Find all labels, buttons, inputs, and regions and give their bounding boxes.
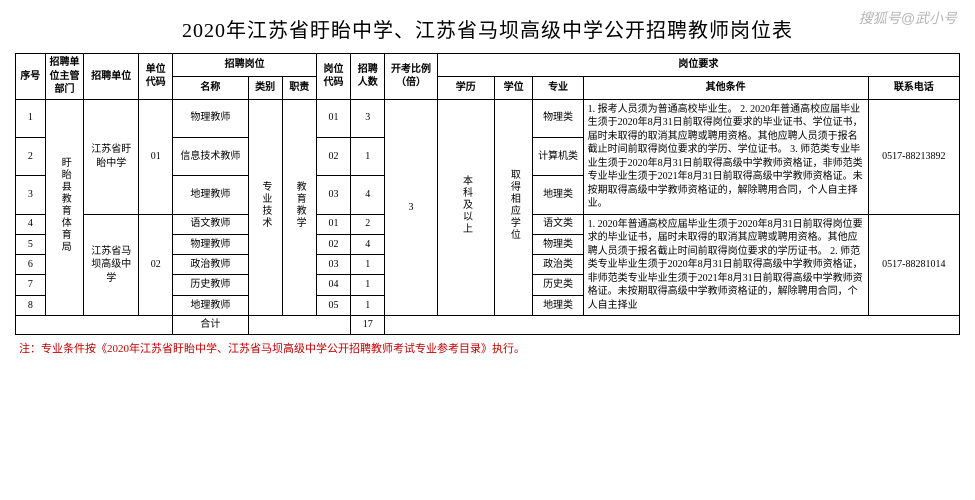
cell-empty bbox=[16, 316, 173, 335]
cell-other: 1. 报考人员须为普通高校毕业生。 2. 2020年普通高校应届毕业生须于202… bbox=[583, 99, 868, 214]
cell-num: 3 bbox=[351, 99, 385, 137]
th-num: 招聘人数 bbox=[351, 54, 385, 100]
cell-major: 地理类 bbox=[533, 176, 583, 214]
cell-seq: 5 bbox=[16, 234, 46, 254]
cell-major: 地理类 bbox=[533, 295, 583, 315]
th-phone: 联系电话 bbox=[868, 76, 959, 99]
cell-num: 2 bbox=[351, 214, 385, 234]
cell-major: 政治类 bbox=[533, 255, 583, 275]
cell-total-label: 合计 bbox=[173, 316, 248, 335]
th-req-group: 岗位要求 bbox=[437, 54, 959, 77]
cell-major: 物理类 bbox=[533, 99, 583, 137]
th-edu: 学历 bbox=[437, 76, 494, 99]
cell-post-name: 物理教师 bbox=[173, 234, 248, 254]
cell-post-name: 物理教师 bbox=[173, 99, 248, 137]
cell-degree: 取得相应学位 bbox=[494, 99, 533, 316]
th-post-group: 招聘岗位 bbox=[173, 54, 317, 77]
cell-post-name: 政治教师 bbox=[173, 255, 248, 275]
cell-seq: 7 bbox=[16, 275, 46, 295]
cell-seq: 4 bbox=[16, 214, 46, 234]
table-row: 1 盱眙县教育体育局 江苏省盱眙中学 01 物理教师 专业技术 教育教学 01 … bbox=[16, 99, 960, 137]
cell-major: 历史类 bbox=[533, 275, 583, 295]
cell-phone: 0517-88213892 bbox=[868, 99, 959, 214]
cell-code: 05 bbox=[316, 295, 350, 315]
cell-post-name: 地理教师 bbox=[173, 295, 248, 315]
cell-num: 1 bbox=[351, 275, 385, 295]
cell-num: 4 bbox=[351, 176, 385, 214]
cell-dept: 盱眙县教育体育局 bbox=[45, 99, 84, 316]
cell-num: 1 bbox=[351, 255, 385, 275]
cell-code: 02 bbox=[316, 234, 350, 254]
cell-post-name: 信息技术教师 bbox=[173, 137, 248, 175]
cell-cat: 专业技术 bbox=[248, 99, 282, 316]
cell-code: 03 bbox=[316, 255, 350, 275]
th-unit-code: 单位代码 bbox=[139, 54, 173, 100]
cell-major: 语文类 bbox=[533, 214, 583, 234]
cell-num: 1 bbox=[351, 295, 385, 315]
th-post-code: 岗位代码 bbox=[316, 54, 350, 100]
cell-post-name: 地理教师 bbox=[173, 176, 248, 214]
th-degree: 学位 bbox=[494, 76, 533, 99]
table-total-row: 合计 17 bbox=[16, 316, 960, 335]
cell-seq: 3 bbox=[16, 176, 46, 214]
th-post-name: 名称 bbox=[173, 76, 248, 99]
cell-seq: 1 bbox=[16, 99, 46, 137]
recruitment-table: 序号 招聘单位主管部门 招聘单位 单位代码 招聘岗位 岗位代码 招聘人数 开考比… bbox=[15, 53, 960, 335]
th-post-duty: 职责 bbox=[282, 76, 316, 99]
cell-major: 物理类 bbox=[533, 234, 583, 254]
cell-code: 01 bbox=[316, 99, 350, 137]
th-dept: 招聘单位主管部门 bbox=[45, 54, 84, 100]
th-unit: 招聘单位 bbox=[84, 54, 139, 100]
cell-ratio: 3 bbox=[385, 99, 437, 316]
cell-seq: 8 bbox=[16, 295, 46, 315]
footnote: 注：专业条件按《2020年江苏省盱眙中学、江苏省马坝高级中学公开招聘教师考试专业… bbox=[15, 340, 960, 356]
cell-code: 01 bbox=[316, 214, 350, 234]
cell-edu: 本科及以上 bbox=[437, 99, 494, 316]
cell-phone: 0517-88281014 bbox=[868, 214, 959, 316]
th-other: 其他条件 bbox=[583, 76, 868, 99]
cell-empty bbox=[385, 316, 960, 335]
th-seq: 序号 bbox=[16, 54, 46, 100]
cell-post-name: 语文教师 bbox=[173, 214, 248, 234]
cell-post-name: 历史教师 bbox=[173, 275, 248, 295]
cell-seq: 6 bbox=[16, 255, 46, 275]
cell-unit-code: 02 bbox=[139, 214, 173, 316]
th-major: 专业 bbox=[533, 76, 583, 99]
cell-unit-code: 01 bbox=[139, 99, 173, 214]
cell-other: 1. 2020年普通高校应届毕业生须于2020年8月31日前取得岗位要求的毕业证… bbox=[583, 214, 868, 316]
cell-code: 03 bbox=[316, 176, 350, 214]
watermark: 搜狐号@武小号 bbox=[859, 8, 957, 28]
cell-code: 04 bbox=[316, 275, 350, 295]
th-ratio: 开考比例（倍） bbox=[385, 54, 437, 100]
cell-num: 4 bbox=[351, 234, 385, 254]
cell-unit: 江苏省盱眙中学 bbox=[84, 99, 139, 214]
cell-duty: 教育教学 bbox=[282, 99, 316, 316]
cell-total-num: 17 bbox=[351, 316, 385, 335]
cell-seq: 2 bbox=[16, 137, 46, 175]
cell-unit: 江苏省马坝高级中学 bbox=[84, 214, 139, 316]
cell-major: 计算机类 bbox=[533, 137, 583, 175]
th-post-cat: 类别 bbox=[248, 76, 282, 99]
cell-code: 02 bbox=[316, 137, 350, 175]
cell-empty bbox=[248, 316, 351, 335]
page-title: 2020年江苏省盱眙中学、江苏省马坝高级中学公开招聘教师岗位表 bbox=[15, 14, 960, 43]
cell-num: 1 bbox=[351, 137, 385, 175]
